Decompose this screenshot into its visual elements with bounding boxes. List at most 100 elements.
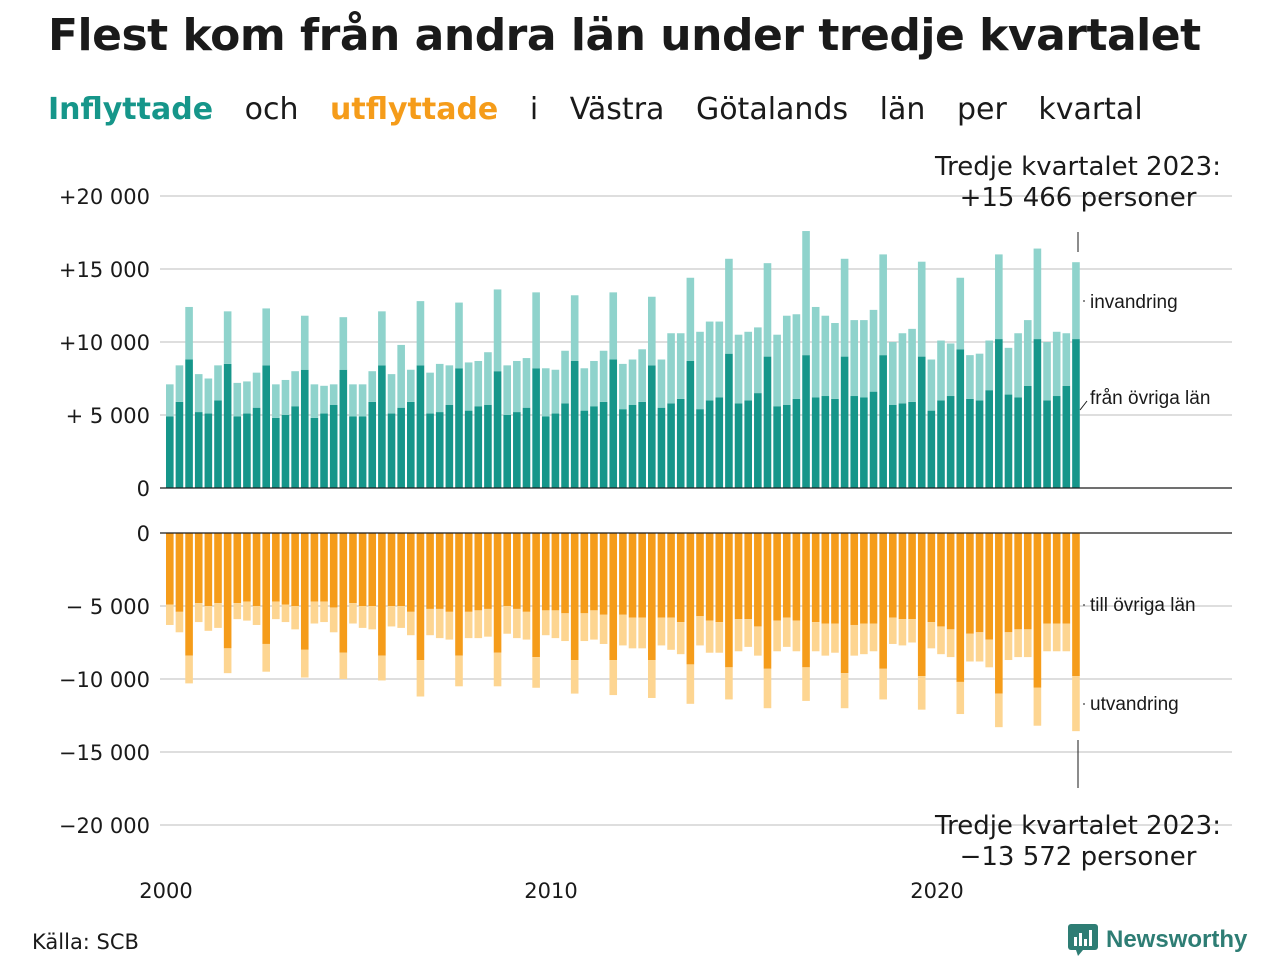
bar-till-ovriga-lan (725, 533, 733, 668)
bar-fran-ovriga-lan (840, 356, 849, 488)
bar-till-ovriga-lan (966, 533, 974, 634)
newsworthy-logo-text: Newsworthy (1106, 926, 1248, 953)
bar-till-ovriga-lan (917, 533, 926, 677)
bar-invandring (1043, 342, 1051, 401)
bar-utvandring (349, 603, 357, 624)
bar-fran-ovriga-lan (985, 390, 993, 488)
bar-invandring (1072, 262, 1080, 340)
bar-utvandring (648, 660, 656, 698)
bar-invandring (513, 360, 521, 413)
bar-utvandring (416, 660, 425, 697)
bar-fran-ovriga-lan (937, 400, 945, 488)
bar-invandring (705, 321, 714, 401)
bar-till-ovriga-lan (378, 533, 386, 656)
bar-invandring (397, 344, 405, 408)
bar-invandring (619, 363, 627, 410)
bar-utvandring (811, 622, 820, 652)
chart-title: Flest kom från andra län under tredje kv… (48, 10, 1201, 61)
ytick-bottom: − 5 000 (66, 595, 150, 619)
bar-fran-ovriga-lan (349, 416, 357, 488)
bar-utvandring (329, 607, 338, 633)
bar-utvandring (744, 619, 752, 647)
bar-till-ovriga-lan (1072, 533, 1080, 677)
axes (160, 487, 1232, 534)
bar-till-ovriga-lan (522, 533, 531, 612)
bar-till-ovriga-lan (272, 533, 280, 602)
bar-till-ovriga-lan (946, 533, 955, 630)
bar-till-ovriga-lan (262, 533, 270, 644)
bar-invandring (715, 321, 724, 398)
bar-utvandring (831, 623, 839, 653)
bar-fran-ovriga-lan (204, 413, 213, 488)
bar-utvandring (696, 616, 704, 646)
bar-invandring (869, 309, 878, 392)
bar-till-ovriga-lan (368, 533, 377, 606)
bar-invandring (1014, 333, 1022, 398)
bar-invandring (840, 258, 849, 357)
bar-till-ovriga-lan (1014, 533, 1022, 630)
bar-fran-ovriga-lan (233, 416, 242, 488)
subtitle-inflyttade: Inflyttade (48, 92, 214, 127)
bar-utvandring (763, 668, 772, 709)
bar-fran-ovriga-lan (185, 359, 193, 488)
bar-till-ovriga-lan (166, 533, 174, 605)
bar-utvandring (214, 603, 222, 628)
bar-utvandring (455, 655, 463, 687)
bar-fran-ovriga-lan (580, 410, 589, 488)
bar-utvandring (966, 633, 974, 662)
bar-utvandring (397, 606, 405, 628)
bar-till-ovriga-lan (320, 533, 328, 602)
bar-utvandring (898, 619, 907, 646)
bar-invandring (291, 371, 299, 407)
bar-till-ovriga-lan (927, 533, 936, 623)
bar-till-ovriga-lan (185, 533, 193, 656)
bar-fran-ovriga-lan (320, 413, 328, 488)
bar-fran-ovriga-lan (416, 365, 425, 488)
bar-invandring (667, 333, 675, 404)
bar-fran-ovriga-lan (966, 398, 974, 488)
bar-invandring (686, 277, 695, 361)
bar-utvandring (1004, 632, 1013, 661)
bar-till-ovriga-lan (763, 533, 772, 669)
bar-fran-ovriga-lan (532, 368, 540, 488)
bar-fran-ovriga-lan (946, 396, 955, 488)
bar-invandring (1023, 320, 1032, 386)
bar-fran-ovriga-lan (908, 401, 916, 488)
fran-ovriga-lan-leader (1079, 400, 1088, 411)
bar-utvandring (570, 660, 579, 694)
ytick-bottom: −15 000 (59, 741, 150, 765)
bar-till-ovriga-lan (541, 533, 550, 611)
bar-invandring (879, 254, 887, 356)
bar-till-ovriga-lan (561, 533, 569, 614)
bar-invandring (657, 359, 666, 408)
bar-utvandring (956, 681, 965, 715)
bar-invandring (185, 306, 193, 360)
top-annotation-line2: +15 466 personer (960, 183, 1197, 213)
bar-invandring (995, 254, 1003, 340)
bar-utvandring (879, 668, 887, 700)
bar-fran-ovriga-lan (879, 355, 887, 488)
bar-utvandring (368, 606, 377, 630)
bar-fran-ovriga-lan (493, 371, 502, 488)
bar-utvandring (860, 623, 868, 655)
bar-fran-ovriga-lan (609, 359, 618, 488)
bar-fran-ovriga-lan (214, 400, 222, 488)
bar-till-ovriga-lan (619, 533, 627, 615)
bar-fran-ovriga-lan (917, 356, 926, 488)
bar-till-ovriga-lan (802, 533, 810, 668)
bar-utvandring (223, 648, 232, 674)
bar-invandring (696, 331, 704, 410)
bar-utvandring (908, 619, 916, 643)
bar-till-ovriga-lan (387, 533, 396, 606)
bar-till-ovriga-lan (590, 533, 598, 611)
bar-invandring (580, 368, 589, 411)
bar-fran-ovriga-lan (243, 413, 251, 488)
bar-invandring (300, 315, 309, 370)
bar-fran-ovriga-lan (513, 412, 521, 488)
bar-till-ovriga-lan (281, 533, 290, 605)
bar-till-ovriga-lan (310, 533, 319, 602)
bar-till-ovriga-lan (397, 533, 405, 606)
bar-fran-ovriga-lan (1023, 385, 1032, 488)
bar-fran-ovriga-lan (1014, 397, 1022, 488)
bar-utvandring (252, 606, 261, 625)
